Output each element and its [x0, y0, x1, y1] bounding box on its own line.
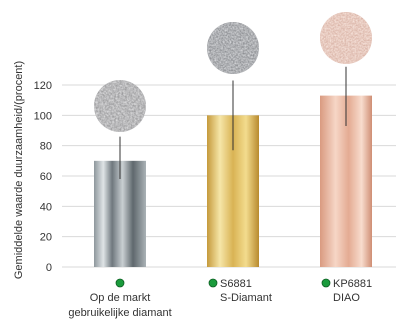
category-label: S-Diamant	[220, 292, 272, 304]
category-marker	[115, 278, 125, 288]
sample-images	[94, 12, 372, 132]
category-label: KP6881	[333, 278, 372, 290]
silver-diamond-grit-image	[207, 22, 259, 74]
pink-diamond-grit-image	[320, 12, 372, 64]
y-axis-ticks: 0 20 40 60 80 100 120	[34, 80, 52, 274]
gray-diamond-grit-image	[94, 80, 146, 132]
category-marker	[208, 278, 218, 288]
y-tick-label: 60	[40, 171, 52, 183]
y-tick-label: 100	[34, 110, 52, 122]
category-marker	[321, 278, 331, 288]
y-tick-label: 40	[40, 201, 52, 213]
category-labels: Op de markt gebruikelijke diamant S6881 S-D…	[68, 278, 372, 319]
y-axis-label: Gemiddelde waarde duurzaamheid/(procent)	[13, 61, 25, 279]
y-tick-label: 120	[34, 80, 52, 92]
category-label: S6881	[220, 278, 252, 290]
category-label: gebruikelijke diamant	[68, 307, 171, 319]
y-tick-label: 20	[40, 232, 52, 244]
y-tick-label: 0	[46, 262, 52, 274]
error-bars	[119, 66, 347, 180]
category-label: Op de markt	[90, 292, 151, 304]
y-tick-label: 80	[40, 141, 52, 153]
category-label: DIAO	[333, 292, 360, 304]
